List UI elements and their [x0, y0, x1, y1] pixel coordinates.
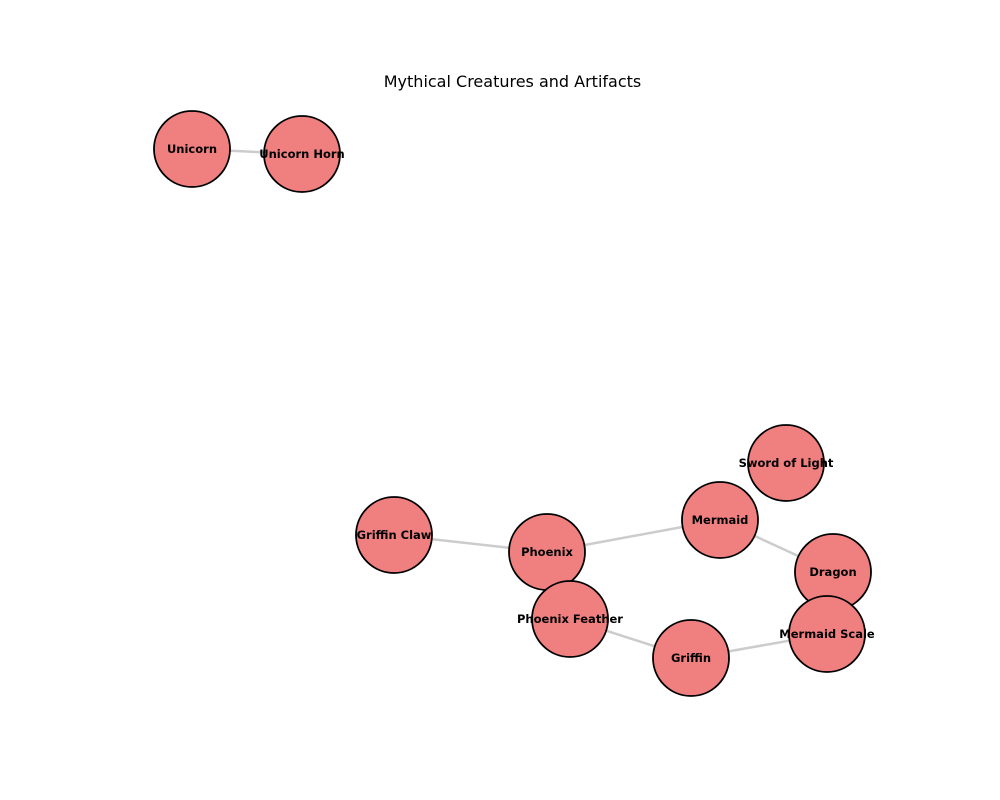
node-label: Mermaid — [692, 513, 749, 527]
node-griffin: Griffin — [652, 619, 730, 697]
node-label: Sword of Light — [739, 456, 834, 470]
node-label: Phoenix Feather — [517, 612, 623, 626]
node-label: Mermaid Scale — [779, 627, 875, 641]
node-griffin-claw: Griffin Claw — [355, 496, 433, 574]
nodes-layer: Unicorn Unicorn Horn Sword of Light Mermaid… — [153, 110, 875, 697]
edges-layer — [191, 147, 834, 660]
node-mermaid: Mermaid — [681, 481, 759, 559]
node-circle — [153, 110, 231, 188]
diagram-title: Mythical Creatures and Artifacts — [383, 72, 642, 91]
node-unicorn-horn: Unicorn Horn — [259, 115, 345, 193]
node-phoenix: Phoenix — [508, 513, 586, 591]
node-circle — [681, 481, 759, 559]
node-label: Unicorn Horn — [259, 147, 344, 161]
node-label: Griffin — [671, 651, 711, 665]
node-sword-of-light: Sword of Light — [739, 424, 834, 502]
node-circle — [531, 580, 609, 658]
node-label: Unicorn — [167, 142, 217, 156]
node-circle — [652, 619, 730, 697]
node-circle — [355, 496, 433, 574]
node-label: Griffin Claw — [357, 528, 432, 542]
node-unicorn: Unicorn — [153, 110, 231, 188]
node-phoenix-feather: Phoenix Feather — [517, 580, 623, 658]
node-label: Phoenix — [521, 545, 573, 559]
node-circle — [788, 595, 866, 673]
node-circle — [263, 115, 341, 193]
node-circle — [747, 424, 825, 502]
node-label: Dragon — [809, 565, 856, 579]
node-mermaid-scale: Mermaid Scale — [779, 595, 875, 673]
